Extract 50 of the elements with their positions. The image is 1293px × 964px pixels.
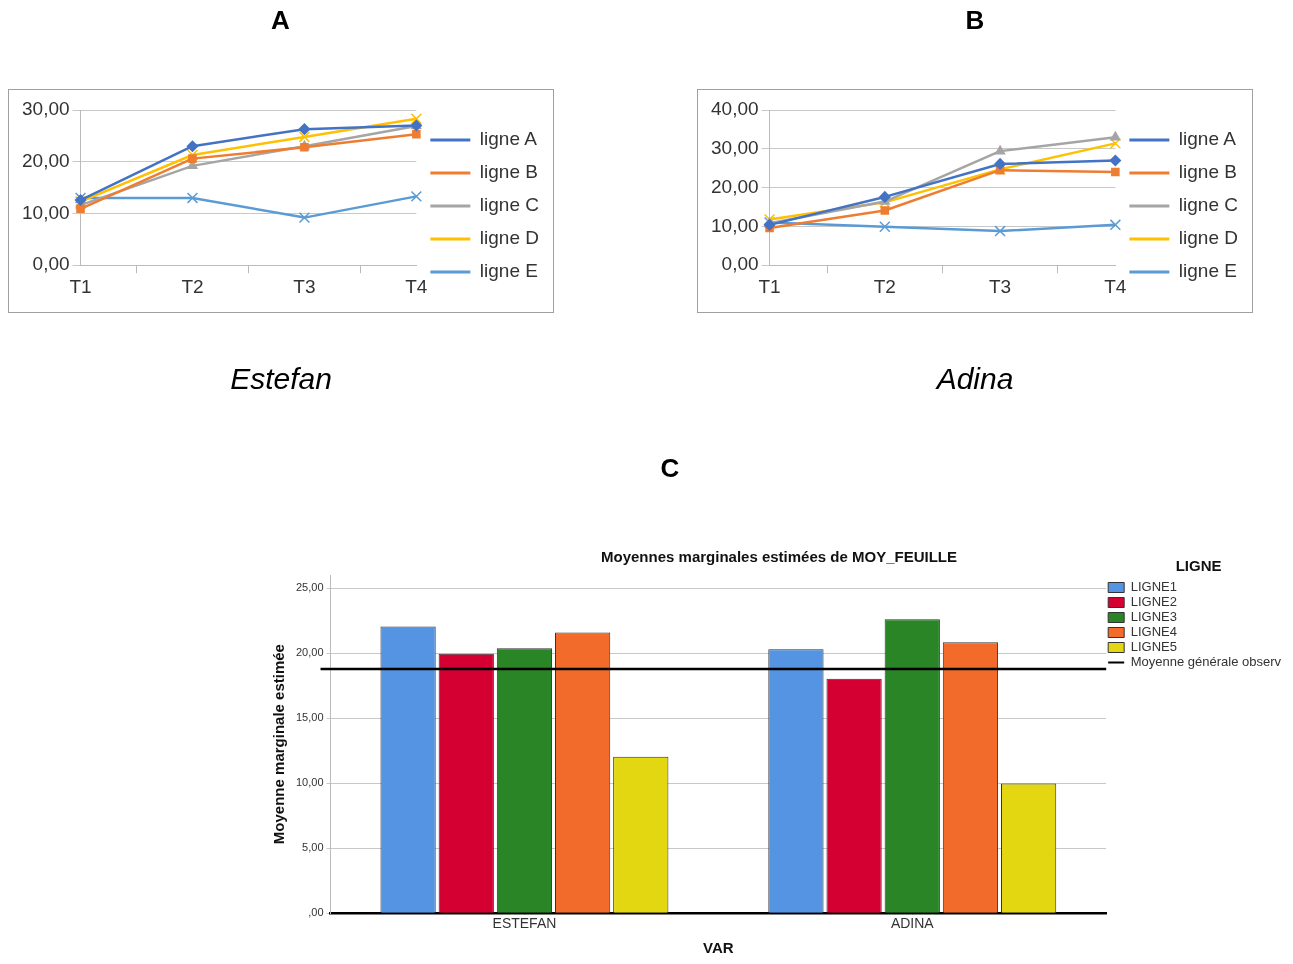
legend-label: LIGNE5	[1130, 639, 1177, 655]
legend-label: LIGNE4	[1130, 624, 1177, 640]
x-axis-title: VAR	[703, 939, 734, 957]
legend-label: ligne C	[479, 194, 540, 216]
legend-label: LIGNE3	[1130, 609, 1177, 625]
legend-label: ligne A	[1178, 128, 1237, 150]
y-tick-label: 20,00	[711, 175, 759, 197]
y-tick-label: 15,00	[296, 711, 324, 724]
text: Adina	[934, 362, 1015, 396]
x-tick-label: T1	[758, 275, 781, 297]
chart-title: A	[270, 5, 291, 36]
chart-title: C	[659, 453, 681, 484]
legend-label: LIGNE1	[1130, 579, 1177, 595]
ref-line-label: Moyenne générale observ	[1130, 654, 1282, 670]
legend-label: ligne A	[479, 128, 538, 150]
x-tick-label: T2	[873, 275, 896, 297]
chart-subtitle: Moyennes marginales estimées de MOY_FEUILLE	[601, 548, 957, 566]
y-tick-label: 25,00	[296, 581, 324, 594]
y-tick-label: 10,00	[296, 776, 324, 789]
x-tick-label: T2	[181, 275, 204, 297]
x-tick-label: ADINA	[890, 915, 935, 932]
legend-label: ligne C	[1178, 194, 1239, 216]
y-tick-label: 30,00	[22, 98, 70, 120]
x-tick-label: T4	[1104, 275, 1127, 297]
chart-title: B	[964, 5, 986, 36]
y-tick-label: 0,00	[32, 253, 70, 275]
y-tick-label: 30,00	[711, 137, 759, 159]
y-tick-label: 10,00	[711, 214, 759, 236]
y-tick-label: 0,00	[721, 253, 759, 275]
y-tick-label: 40,00	[711, 98, 759, 120]
legend-label: ligne B	[1178, 161, 1237, 183]
y-tick-label: 5,00	[302, 841, 324, 854]
y-axis-title: Moyenne marginale estimée	[270, 644, 288, 845]
legend-label: ligne E	[1178, 260, 1237, 282]
legend-label: LIGNE2	[1130, 594, 1177, 610]
text: Estefan	[229, 362, 333, 396]
legend-label: ligne E	[479, 260, 538, 282]
legend-label: ligne D	[479, 227, 540, 249]
legend-label: ligne B	[479, 161, 538, 183]
legend-label: ligne D	[1178, 227, 1239, 249]
x-tick-label: T4	[405, 275, 428, 297]
legend-title: LIGNE	[1175, 556, 1222, 574]
x-tick-label: T3	[988, 275, 1012, 297]
y-tick-label: 10,00	[22, 201, 70, 223]
y-tick-label: 20,00	[22, 149, 70, 171]
x-tick-label: ESTEFAN	[492, 915, 557, 932]
y-tick-label: ,00	[308, 906, 324, 919]
y-tick-label: 20,00	[296, 646, 324, 659]
x-tick-label: T1	[69, 275, 92, 297]
x-tick-label: T3	[293, 275, 316, 297]
